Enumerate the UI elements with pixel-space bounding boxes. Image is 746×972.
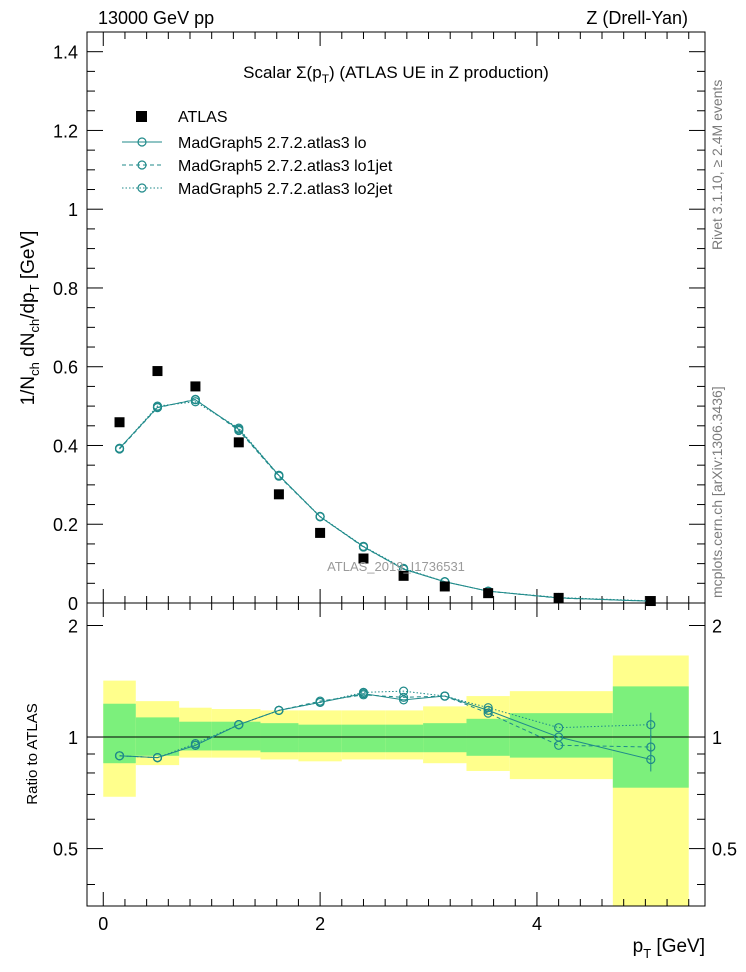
mc-ratio-point (554, 723, 564, 733)
ratio-tick-label-right: 2 (712, 616, 722, 636)
data-points (114, 366, 656, 607)
ratio-tick-label: 0.5 (53, 840, 78, 860)
atlas-data-point (398, 570, 409, 581)
title-suffix: ) (ATLAS UE in Z production) (329, 63, 549, 82)
mc-ratio-point (234, 720, 244, 730)
ratio-tick-label: 2 (68, 616, 78, 636)
atlas-data-point (553, 592, 564, 603)
mc-point (274, 470, 284, 481)
mc-point (358, 541, 369, 551)
legend-mc-marker (137, 183, 147, 193)
mc-curve-dotted (119, 401, 651, 602)
legend-atlas-marker (136, 111, 147, 122)
mc-ratio-point (483, 708, 493, 718)
y-tick-label: 0.6 (53, 358, 78, 378)
header-energy: 13000 GeV pp (98, 8, 214, 28)
ratio-tick-label-right: 0.5 (712, 840, 737, 860)
y-tick-label: 0.4 (53, 436, 78, 456)
mc-ratio-point (152, 753, 163, 763)
legend-mc-label: MadGraph5 2.7.2.atlas3 lo1jet (178, 158, 393, 175)
mc-ratio-point (274, 705, 284, 716)
legend-mc-label: MadGraph5 2.7.2.atlas3 lo (178, 135, 367, 152)
mc-point (114, 444, 125, 454)
mc-ratio-point (190, 739, 201, 749)
y-tick-label: 1.4 (53, 43, 78, 63)
title-prefix: Scalar Σ(p (243, 63, 322, 82)
y-tick-label: 0.2 (53, 515, 78, 535)
mc-ratio-curve-dashed (119, 694, 651, 759)
ratio-tick-label-right: 1 (712, 728, 722, 748)
ratio-band-inner (260, 723, 299, 753)
ratio-band-inner (385, 724, 424, 753)
chart-title: Scalar Σ(pT) (ATLAS UE in Z production) (243, 63, 549, 86)
axis-tick-labels: 0 2 400.20.40.60.811.21.40.5 0.51 12 2 (53, 43, 737, 934)
mc-ratio-point (440, 691, 450, 701)
y-tick-label: 0 (68, 594, 78, 614)
ratio-bands (103, 655, 689, 906)
mc-ratio-point (358, 687, 369, 697)
y-tick-label: 1 (68, 200, 78, 220)
x-axis-label: pT [GeV] (633, 936, 705, 961)
legend-mc-label: MadGraph5 2.7.2.atlas3 lo2jet (178, 181, 393, 198)
x-tick-label: 4 (532, 914, 542, 934)
y-tick-label: 1.2 (53, 121, 78, 141)
legend-mc-marker (137, 160, 147, 170)
mcplots-label: mcplots.cern.ch [arXiv:1306.3436] (709, 386, 725, 598)
x-tick-label: 2 (315, 914, 325, 934)
mc-point (190, 397, 201, 407)
mc-ratio-point (483, 703, 493, 713)
analysis-watermark: ATLAS_2019_I1736531 (327, 559, 465, 574)
axis-ticks (87, 31, 705, 906)
mc-ratio-point (114, 751, 125, 761)
mc-curve-dashed (119, 398, 651, 602)
atlas-data-point (483, 588, 494, 599)
mc-point (315, 511, 325, 521)
rivet-version-label: Rivet 3.1.10, ≥ 2.4M events (709, 80, 725, 250)
atlas-data-point (114, 417, 125, 428)
ratio-band-inner (341, 724, 386, 753)
ratio-tick-label: 1 (68, 728, 78, 748)
mc-ratio-point (358, 690, 369, 700)
ratio-band-inner (509, 713, 613, 758)
legend-mc-marker (137, 137, 147, 147)
mc-ratio-point (315, 697, 325, 708)
ratio-band-inner (103, 703, 136, 764)
mc-point (234, 423, 244, 433)
atlas-data-point (233, 437, 244, 448)
mc-point (152, 401, 163, 411)
y-axis-label: 1/Nch dNch/dpT [GeV] (18, 231, 42, 406)
mc-point (234, 425, 244, 436)
legend: ATLAS MadGraph5 2.7.2.atlas3 lo MadGraph5… (122, 109, 393, 198)
mc-ratio-point (483, 705, 493, 716)
title-sub: T (322, 72, 330, 86)
atlas-data-point (152, 366, 163, 377)
mc-ratio-point (398, 686, 409, 696)
atlas-data-point (190, 381, 201, 392)
mc-point (190, 394, 201, 405)
ratio-band-inner (179, 721, 212, 751)
mc-ratio-point (398, 695, 409, 705)
x-tick-label: 0 (98, 914, 108, 934)
ratio-band-inner (423, 723, 467, 753)
ratio-band-inner (298, 724, 342, 753)
header-process: Z (Drell-Yan) (586, 8, 688, 28)
legend-atlas-label: ATLAS (178, 109, 228, 126)
atlas-data-point (315, 527, 326, 538)
atlas-data-point (439, 581, 450, 592)
atlas-data-point (273, 489, 284, 500)
atlas-data-point (645, 596, 656, 607)
mc-ratio-point (398, 692, 409, 702)
ratio-y-axis-label: Ratio to ATLAS (24, 703, 41, 804)
atlas-data-point (358, 553, 369, 564)
mc-ratio-point (554, 740, 564, 750)
y-tick-label: 0.8 (53, 279, 78, 299)
